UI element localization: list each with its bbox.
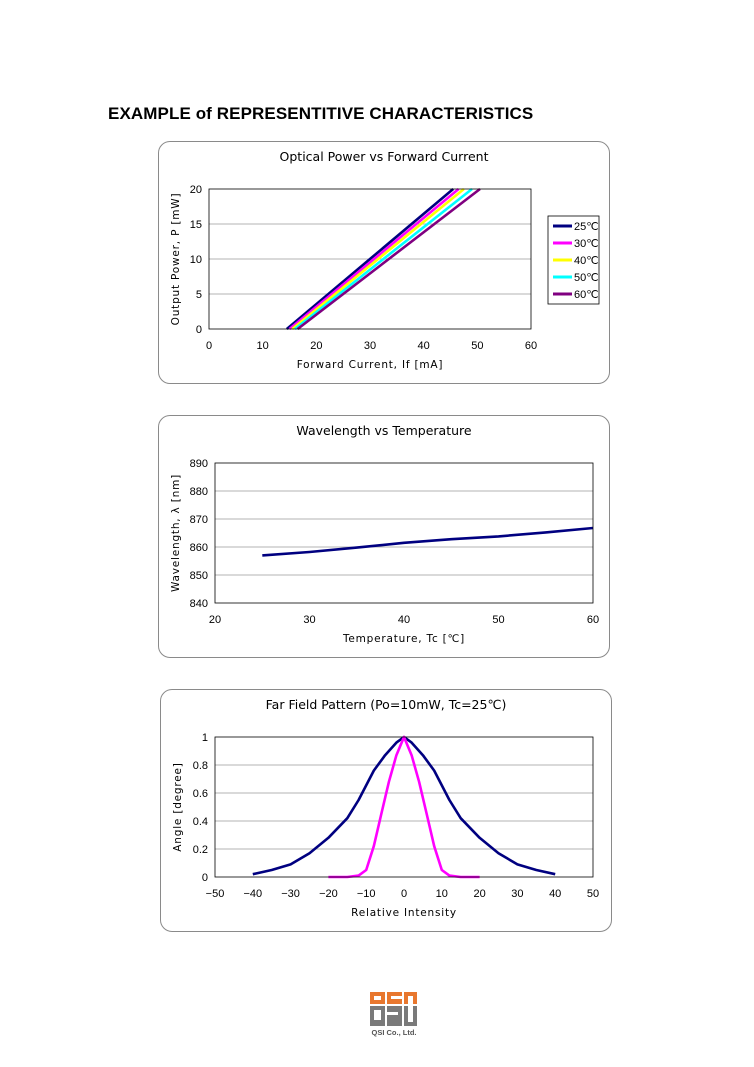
series-line-30℃	[288, 187, 460, 331]
x-tick-label: 20	[473, 888, 485, 900]
y-tick-label: 0.6	[193, 788, 208, 800]
x-tick-label: −10	[357, 888, 376, 900]
y-tick-label: 890	[190, 458, 208, 470]
y-tick-label: 1	[202, 732, 208, 744]
x-tick-label: 40	[418, 340, 430, 352]
logo-block-s-bottom	[387, 1006, 402, 1026]
series-line-50℃	[294, 187, 473, 331]
series-line-vertical	[328, 735, 480, 879]
y-tick-label: 850	[190, 570, 208, 582]
x-tick-label: 50	[587, 888, 599, 900]
series-line-40℃	[291, 187, 465, 331]
x-tick-label: −50	[206, 888, 225, 900]
legend: 25℃ 30℃ 40℃ 50℃ 60℃	[547, 215, 600, 305]
y-tick-label: 880	[190, 486, 208, 498]
x-tick-label: 30	[364, 340, 376, 352]
plot-area-frame	[208, 188, 532, 330]
y-tick-label: 840	[190, 598, 208, 610]
wavelength-chart: Wavelength vs Temperature 840 850 860 870 88…	[170, 423, 599, 645]
x-tick-label: 0	[401, 888, 407, 900]
legend-label: 60℃	[574, 289, 599, 301]
chart-title: Wavelength vs Temperature	[296, 423, 471, 438]
x-tick-label: −20	[319, 888, 338, 900]
x-axis-label: Forward Current, If [mA]	[297, 359, 444, 371]
series-line-25℃	[285, 188, 455, 330]
y-tick-label: 15	[190, 219, 202, 231]
legend-label: 30℃	[574, 238, 599, 250]
y-tick-label: 0	[196, 324, 202, 336]
x-tick-label: 30	[303, 614, 315, 626]
x-tick-label: 0	[206, 340, 212, 352]
y-tick-label: 0	[202, 872, 208, 884]
chart-title: Optical Power vs Forward Current	[280, 149, 489, 164]
x-tick-label: 20	[310, 340, 322, 352]
far-field-chart: Far Field Pattern (Po=10mW, Tc=25℃) 0 0.2…	[172, 697, 599, 919]
x-tick-label: 60	[587, 614, 599, 626]
x-tick-label: 10	[257, 340, 269, 352]
x-tick-label: 50	[471, 340, 483, 352]
page-heading: EXAMPLE of REPRESENTITIVE CHARACTERISTIC…	[108, 104, 534, 123]
chart-title: Far Field Pattern (Po=10mW, Tc=25℃)	[266, 697, 507, 712]
legend-label: 25℃	[574, 221, 599, 233]
chart-panel-far-field: Far Field Pattern (Po=10mW, Tc=25℃) 0 0.2…	[160, 689, 612, 932]
y-tick-label: 860	[190, 542, 208, 554]
plot-area-frame	[214, 736, 594, 878]
x-tick-label: −40	[243, 888, 262, 900]
y-tick-label: 0.2	[193, 844, 208, 856]
x-tick-label: 20	[209, 614, 221, 626]
x-tick-label: 40	[398, 614, 410, 626]
x-tick-label: 30	[511, 888, 523, 900]
y-tick-label: 0.4	[193, 816, 208, 828]
qsi-logo	[370, 992, 417, 1026]
x-tick-label: 40	[549, 888, 561, 900]
series-line-horizontal	[252, 735, 556, 876]
x-tick-label: 60	[525, 340, 537, 352]
x-axis-label: Temperature, Tc [℃]	[342, 633, 465, 645]
legend-label: 50℃	[574, 272, 599, 284]
y-axis-label: Wavelength, λ [nm]	[170, 474, 182, 592]
x-tick-label: 50	[492, 614, 504, 626]
legend-label: 40℃	[574, 255, 599, 267]
y-tick-label: 10	[190, 254, 202, 266]
optical-power-chart: Optical Power vs Forward Current 0 5 10 15 2…	[170, 149, 600, 371]
y-tick-label: 5	[196, 289, 202, 301]
chart-panel-wavelength: Wavelength vs Temperature 840 850 860 870 88…	[158, 415, 610, 658]
plot-area-frame	[214, 462, 594, 604]
x-axis-label: Relative Intensity	[351, 907, 457, 919]
x-tick-label: −30	[281, 888, 300, 900]
x-tick-label: 10	[436, 888, 448, 900]
y-tick-label: 0.8	[193, 760, 208, 772]
y-axis-label: Output Power, P [mW]	[170, 193, 182, 326]
series-line-60℃	[296, 187, 481, 331]
y-tick-label: 870	[190, 514, 208, 526]
series-line-wavelength	[262, 526, 594, 557]
logo-caption: QSI Co., Ltd.	[371, 1028, 417, 1037]
chart-panel-optical-power: Optical Power vs Forward Current 0 5 10 15 2…	[158, 141, 610, 384]
y-tick-label: 20	[190, 184, 202, 196]
y-axis-label: Angle [degree]	[172, 762, 184, 851]
